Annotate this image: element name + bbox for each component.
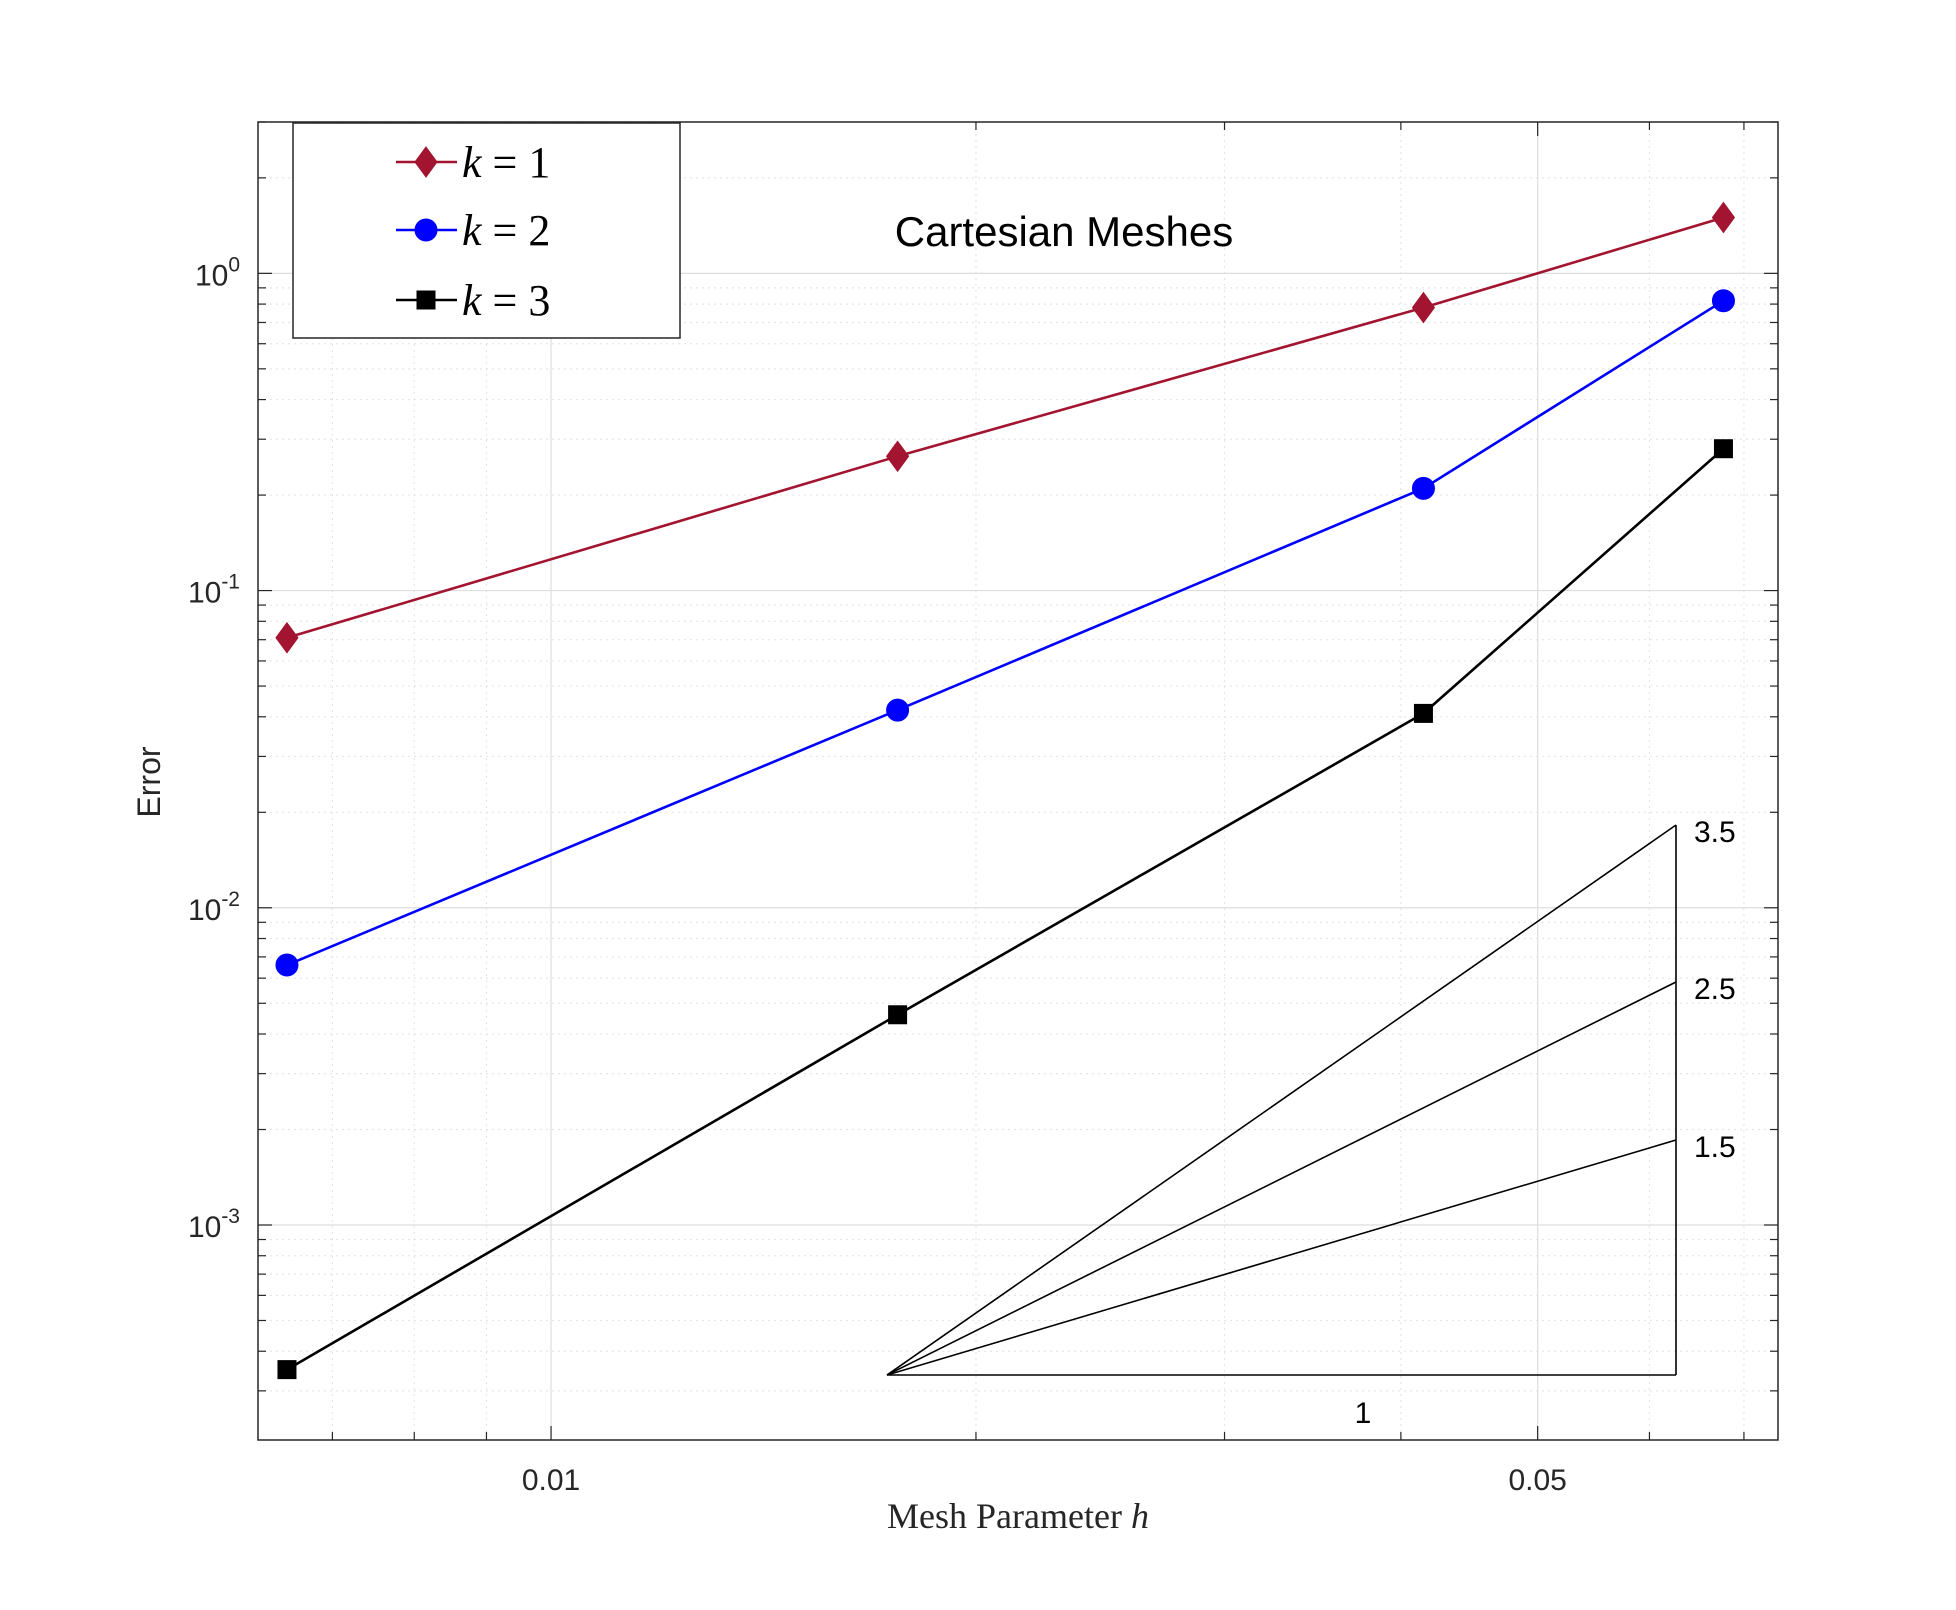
series-markers	[275, 201, 1736, 1380]
data-point-k2	[275, 953, 299, 977]
x-tick-label: 0.01	[522, 1464, 580, 1497]
data-point-k1	[1411, 291, 1436, 324]
legend-marker-k3	[416, 290, 436, 310]
y-tick-label: 10-2	[188, 888, 240, 927]
y-axis-label: Error	[131, 746, 167, 817]
data-point-k1	[885, 440, 910, 473]
y-tick-label: 10-1	[188, 571, 240, 610]
series-line-k1	[286, 216, 1724, 639]
y-tick-label: 100	[195, 253, 240, 292]
slope-triangle: 3.5 2.5 1.5 1	[886, 816, 1736, 1430]
y-tick-label: 10-3	[188, 1205, 240, 1244]
legend-box	[292, 122, 681, 339]
legend: k = 1 k = 2 k = 3	[292, 122, 681, 339]
legend-label-k1: k = 1	[462, 138, 550, 187]
slope-label: 2.5	[1694, 973, 1736, 1006]
data-point-k3	[1413, 703, 1433, 723]
x-axis-label: Mesh Parameter h	[887, 1496, 1149, 1536]
slope-label: 3.5	[1694, 816, 1736, 849]
legend-label-k2: k = 2	[462, 206, 550, 255]
legend-marker-k2	[414, 218, 438, 242]
data-point-k3	[888, 1005, 908, 1025]
data-point-k3	[277, 1360, 297, 1380]
slope-label: 1.5	[1694, 1131, 1736, 1164]
data-point-k2	[1711, 289, 1735, 313]
chart-title: Cartesian Meshes	[895, 208, 1233, 255]
legend-label-k3: k = 3	[462, 276, 550, 325]
slope-line-3-5	[886, 824, 1677, 1376]
axis-tick-labels: 0.01 0.05 100 10-1 10-2 10-3	[188, 253, 1567, 1497]
major-grid	[258, 122, 1778, 1440]
series-line-k3	[286, 447, 1725, 1371]
data-point-k2	[1411, 476, 1435, 500]
slope-line-2-5	[886, 981, 1677, 1376]
slope-line-1-5	[886, 1139, 1677, 1376]
series-lines	[286, 216, 1725, 1371]
series-line-k2	[286, 299, 1725, 967]
triangle-base-label: 1	[1355, 1397, 1372, 1430]
data-point-k3	[1713, 439, 1733, 459]
plot-area-frame	[257, 121, 1779, 1441]
legend-marker-k1	[414, 146, 438, 178]
x-tick-label: 0.05	[1508, 1464, 1566, 1497]
data-point-k1	[275, 621, 299, 654]
data-point-k1	[1711, 201, 1736, 234]
data-point-k2	[886, 698, 910, 722]
